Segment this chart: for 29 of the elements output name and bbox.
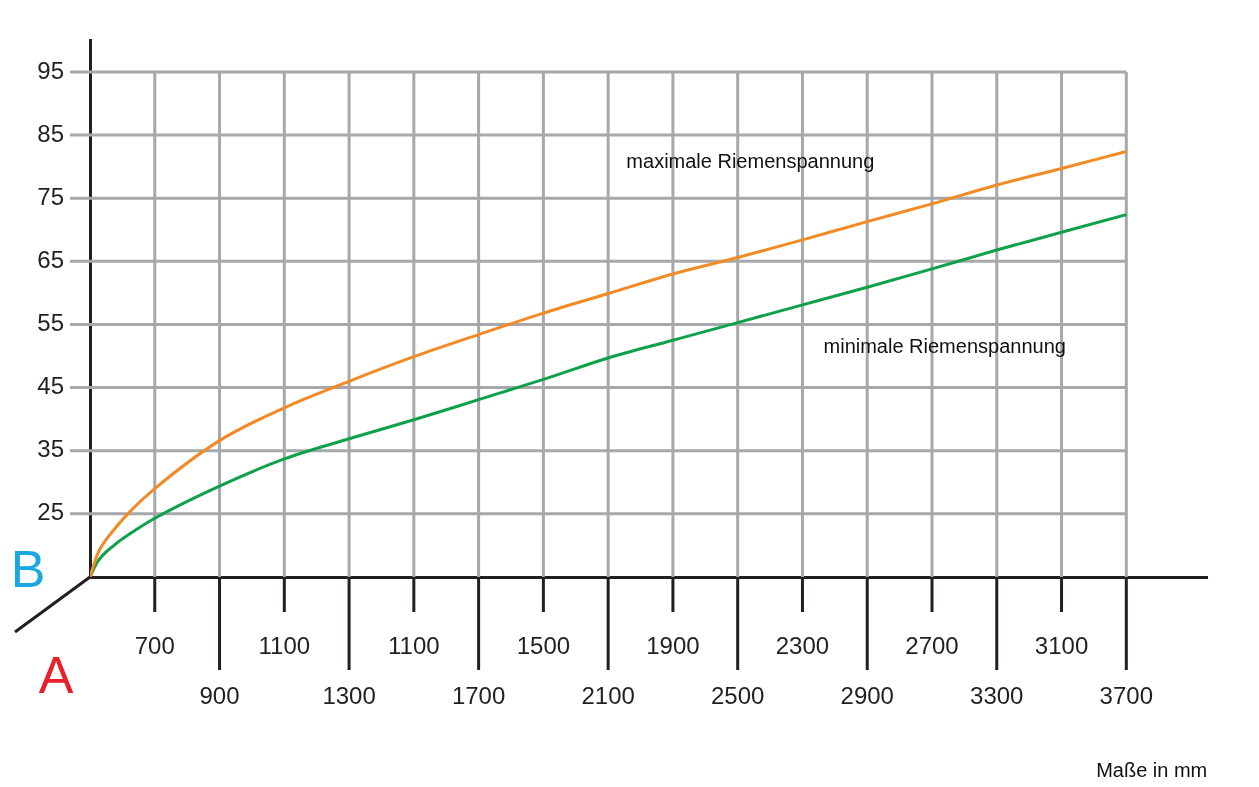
text: 2700 <box>905 631 959 659</box>
y-tick-label: 45 <box>37 372 64 400</box>
text: A <box>38 646 74 705</box>
y-tick-label: 25 <box>37 498 64 526</box>
x-tick-label: 900 <box>199 682 240 710</box>
x-tick-label: 1700 <box>451 682 506 710</box>
text: B <box>10 540 46 599</box>
text: 700 <box>134 631 175 659</box>
x-tick-label: 3300 <box>970 682 1024 710</box>
y-tick-label: 85 <box>37 119 64 147</box>
y-tick-label: 35 <box>37 435 64 463</box>
y-tick-label: 55 <box>37 309 64 337</box>
annotation: maximale Riemenspannung <box>626 149 875 172</box>
text: 1900 <box>646 631 700 659</box>
text: 1500 <box>516 631 571 659</box>
y-tick-label: 65 <box>37 245 64 273</box>
text: 1100 <box>388 631 440 659</box>
x-tick-label: 1300 <box>322 682 376 710</box>
annotation: minimale Riemenspannung <box>823 335 1066 358</box>
x-tick-label: 3700 <box>1099 682 1153 710</box>
text: 1100 <box>258 631 311 659</box>
y-tick-label: 95 <box>37 56 64 84</box>
x-tick-label: 2500 <box>711 682 765 710</box>
x-tick-label: 2900 <box>840 682 894 710</box>
text: 2300 <box>775 631 830 659</box>
y-tick-label: 75 <box>37 182 64 210</box>
text: 3100 <box>1034 631 1089 659</box>
x-axis-title: Maße in mm <box>1096 758 1208 781</box>
x-tick-label: 2100 <box>581 682 635 710</box>
